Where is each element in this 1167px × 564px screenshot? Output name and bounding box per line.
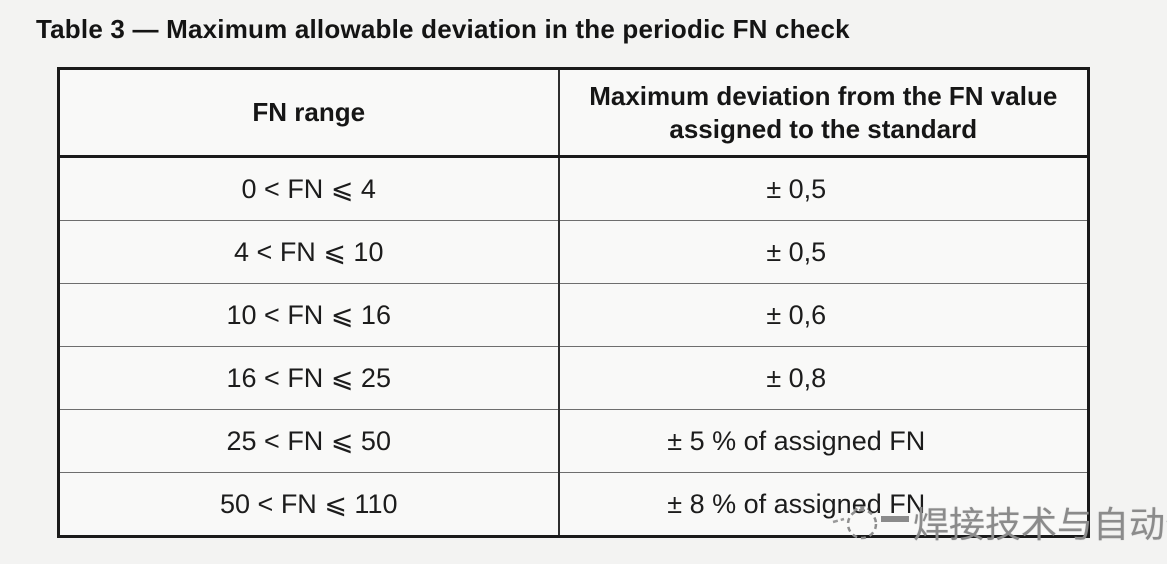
fn-range-cell: 25 < FN ⩽ 50 — [58, 409, 560, 473]
table-row: 4 < FN ⩽ 10 ± 0,5 — [58, 220, 1089, 284]
header-row: FN range Maximum deviation from the FN v… — [58, 68, 1089, 158]
table-row: 16 < FN ⩽ 25 ± 0,8 — [58, 346, 1089, 410]
dashed-circle-sun-logo-icon — [832, 498, 910, 546]
deviation-cell: ± 5 % of assigned FN — [558, 409, 1089, 473]
deviation-cell: ± 0,8 — [558, 346, 1089, 410]
table-row: 0 < FN ⩽ 4 ± 0,5 — [58, 156, 1089, 221]
watermark-text: 焊接技术与自动化 — [913, 504, 1167, 545]
table-row: 10 < FN ⩽ 16 ± 0,6 — [58, 283, 1089, 347]
fn-range-cell: 0 < FN ⩽ 4 — [58, 156, 560, 221]
fn-range-cell: 50 < FN ⩽ 110 — [58, 472, 560, 537]
table-caption: Table 3 — Maximum allowable deviation in… — [36, 14, 850, 44]
deviation-cell: ± 8 % of assigned FN — [558, 472, 1089, 537]
col-header-max-deviation: Maximum deviation from the FN value assi… — [558, 68, 1089, 158]
fn-range-cell: 10 < FN ⩽ 16 — [58, 283, 560, 347]
deviation-cell: ± 0,6 — [558, 283, 1089, 347]
fn-deviation-table: FN range Maximum deviation from the FN v… — [57, 67, 1090, 538]
deviation-cell: ± 0,5 — [558, 220, 1089, 284]
table-row: 50 < FN ⩽ 110 ± 8 % of assigned FN — [58, 472, 1089, 537]
fn-range-cell: 16 < FN ⩽ 25 — [58, 346, 560, 410]
fn-range-cell: 4 < FN ⩽ 10 — [58, 220, 560, 284]
watermark: 焊接技术与自动化 — [832, 496, 1167, 548]
col-header-fn-range: FN range — [58, 68, 560, 158]
table-row: 25 < FN ⩽ 50 ± 5 % of assigned FN — [58, 409, 1089, 473]
deviation-cell: ± 0,5 — [766, 173, 827, 204]
